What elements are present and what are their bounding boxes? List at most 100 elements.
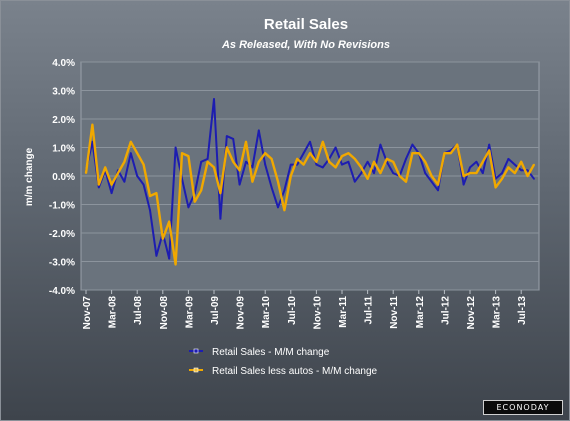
econoday-logo: ECONODAY <box>483 400 563 415</box>
point-retail-sales <box>257 129 260 132</box>
point-retail-sales-less-autos <box>104 166 107 169</box>
point-retail-sales-less-autos <box>392 160 395 163</box>
y-tick-label: 3.0% <box>52 87 75 98</box>
point-retail-sales-less-autos <box>225 146 228 149</box>
point-retail-sales <box>437 189 439 192</box>
point-retail-sales-less-autos <box>334 166 337 169</box>
point-retail-sales-less-autos <box>200 189 203 192</box>
point-retail-sales <box>424 172 427 175</box>
point-retail-sales-less-autos <box>379 172 382 175</box>
point-retail-sales-less-autos <box>405 180 407 183</box>
point-retail-sales-less-autos <box>475 172 478 175</box>
point-retail-sales <box>264 163 267 166</box>
point-retail-sales-less-autos <box>417 152 420 155</box>
point-retail-sales-less-autos <box>270 158 273 160</box>
point-retail-sales-less-autos <box>507 166 510 169</box>
point-retail-sales <box>392 172 395 175</box>
point-retail-sales <box>334 146 337 149</box>
point-retail-sales <box>366 160 369 163</box>
x-tick-label: Jul-08 <box>133 296 144 325</box>
y-tick-label: -3.0% <box>49 258 75 269</box>
point-retail-sales-less-autos <box>353 158 356 160</box>
point-retail-sales-less-autos <box>245 140 247 143</box>
point-retail-sales-less-autos <box>385 158 388 160</box>
point-retail-sales <box>97 186 100 189</box>
point-retail-sales <box>469 166 471 169</box>
point-retail-sales <box>187 206 190 209</box>
point-retail-sales <box>225 135 228 138</box>
point-retail-sales-less-autos <box>520 160 523 163</box>
point-retail-sales-less-autos <box>302 163 305 166</box>
y-tick-label: 0.0% <box>52 172 75 183</box>
point-retail-sales <box>379 143 382 146</box>
point-retail-sales <box>200 160 203 163</box>
point-retail-sales-less-autos <box>321 140 324 143</box>
point-retail-sales <box>289 163 292 166</box>
x-tick-label: Jul-11 <box>364 296 375 325</box>
point-retail-sales-less-autos <box>251 180 254 183</box>
point-retail-sales <box>213 98 215 100</box>
point-retail-sales-less-autos <box>533 163 535 166</box>
legend-label-retail-sales-less-autos: Retail Sales less autos - M/M change <box>212 366 378 377</box>
point-retail-sales <box>526 169 529 172</box>
point-retail-sales <box>347 160 350 163</box>
point-retail-sales-less-autos <box>174 263 177 266</box>
point-retail-sales <box>405 158 407 160</box>
legend-item-retail-sales-less-autos: Retail Sales less autos - M/M change <box>189 366 378 377</box>
point-retail-sales-less-autos <box>443 152 446 155</box>
x-tick-label: Mar-11 <box>338 296 349 328</box>
y-tick-label: 4.0% <box>52 58 75 69</box>
point-retail-sales <box>142 183 145 186</box>
point-retail-sales-less-autos <box>219 192 222 195</box>
point-retail-sales-less-autos <box>181 152 183 155</box>
x-tick-label: Nov-10 <box>312 296 323 330</box>
point-retail-sales <box>219 217 222 220</box>
y-tick-label: -2.0% <box>49 229 75 240</box>
point-retail-sales <box>110 192 113 195</box>
x-tick-label: Mar-10 <box>261 296 272 329</box>
point-retail-sales <box>533 177 535 180</box>
x-tick-label: Nov-09 <box>236 296 247 330</box>
point-retail-sales-less-autos <box>296 158 299 160</box>
chart-subtitle: As Released, With No Revisions <box>221 39 390 51</box>
point-retail-sales <box>232 138 235 140</box>
point-retail-sales-less-autos <box>449 152 452 155</box>
legend-item-retail-sales: Retail Sales - M/M change <box>189 347 330 358</box>
x-tick-label: Jul-13 <box>517 296 528 325</box>
point-retail-sales <box>149 209 151 212</box>
point-retail-sales-less-autos <box>129 140 132 143</box>
point-retail-sales <box>341 163 343 166</box>
point-retail-sales <box>360 172 363 175</box>
point-retail-sales-less-autos <box>373 160 375 163</box>
point-retail-sales <box>513 163 516 166</box>
point-retail-sales <box>277 206 279 209</box>
legend-label-retail-sales: Retail Sales - M/M change <box>212 347 330 358</box>
point-retail-sales <box>309 140 311 143</box>
point-retail-sales-less-autos <box>437 183 439 186</box>
point-retail-sales-less-autos <box>424 160 427 163</box>
point-retail-sales <box>353 180 356 183</box>
point-retail-sales-less-autos <box>469 172 471 175</box>
point-retail-sales-less-autos <box>411 152 414 155</box>
y-tick-label: 2.0% <box>52 115 75 126</box>
x-tick-label: Jul-09 <box>210 296 221 325</box>
x-tick-label: Nov-12 <box>466 296 477 330</box>
point-retail-sales-less-autos <box>85 172 87 175</box>
point-retail-sales-less-autos <box>328 160 331 163</box>
point-retail-sales-less-autos <box>142 163 145 166</box>
legend-marker-retail-sales <box>193 348 199 354</box>
y-tick-label: 1.0% <box>52 144 75 155</box>
point-retail-sales <box>155 254 158 257</box>
point-retail-sales-less-autos <box>168 220 171 223</box>
point-retail-sales-less-autos <box>398 175 401 177</box>
point-retail-sales-less-autos <box>289 175 292 177</box>
point-retail-sales-less-autos <box>161 237 164 240</box>
point-retail-sales <box>488 143 491 146</box>
point-retail-sales-less-autos <box>360 166 363 169</box>
legend-marker-retail-sales-less-autos <box>193 367 199 373</box>
point-retail-sales <box>481 172 484 175</box>
point-retail-sales <box>245 160 247 163</box>
point-retail-sales-less-autos <box>238 169 241 172</box>
